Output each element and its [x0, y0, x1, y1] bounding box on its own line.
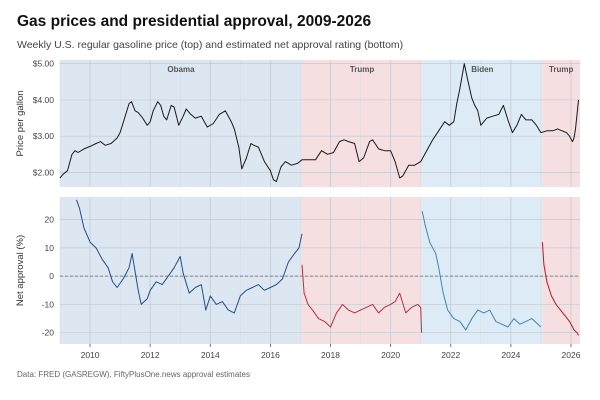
era-band-1: [301, 197, 423, 344]
era-band-3: [542, 197, 580, 344]
era-label-2: Biden: [471, 65, 493, 74]
x-tick-label: 2022: [441, 350, 460, 360]
series-line-trump-3: [541, 242, 579, 336]
era-label-0: Obama: [167, 65, 195, 74]
era-band-2: [422, 197, 543, 344]
y-tick-label: -20: [42, 328, 55, 338]
y-tick-label: $2.00: [33, 167, 55, 177]
x-tick-label: 2010: [81, 350, 100, 360]
series-line-weekly regular gasoline price-0: [59, 63, 579, 183]
data-source-caption: Data: FRED (GASREGW), FiftyPlusOne.news …: [17, 370, 250, 379]
y-tick-label: $3.00: [33, 131, 55, 141]
era-band-0: [60, 197, 302, 344]
x-tick-label: 2014: [201, 350, 220, 360]
x-tick-label: 2024: [501, 350, 520, 360]
series-line-biden-2: [421, 210, 542, 331]
series-line-trump-1: [301, 264, 423, 333]
y-tick-label: 20: [45, 215, 55, 225]
x-tick-label: 2016: [261, 350, 280, 360]
net-approval-panel: -20 -10 0 10 20 Net approval (%) 2010 2012 2014 2…: [15, 197, 581, 360]
y-tick-label: -10: [42, 299, 55, 309]
gas-price-panel: $2.00 $3.00 $4.00 $5.00 Price per gallon Obam…: [15, 59, 580, 187]
era-label-3: Trump: [549, 65, 574, 74]
y-axis-label: Net approval (%): [15, 235, 26, 306]
y-tick-label: 0: [49, 271, 54, 281]
series-line-obama-0: [76, 199, 303, 314]
x-tick-label: 2018: [321, 350, 340, 360]
y-tick-label: 10: [45, 243, 55, 253]
era-band-0: [60, 60, 302, 187]
x-tick-label: 2026: [562, 350, 581, 360]
x-tick-label: 2012: [141, 350, 160, 360]
era-band-1: [301, 60, 423, 187]
y-axis-label: Price per gallon: [15, 90, 26, 156]
chart-subtitle: Weekly U.S. regular gasoline price (top)…: [17, 39, 404, 51]
era-label-1: Trump: [350, 65, 375, 74]
chart-title: Gas prices and presidential approval, 20…: [17, 13, 372, 30]
y-tick-label: $5.00: [33, 59, 55, 69]
y-tick-label: $4.00: [33, 95, 55, 105]
era-band-3: [542, 60, 580, 187]
x-tick-label: 2020: [381, 350, 400, 360]
